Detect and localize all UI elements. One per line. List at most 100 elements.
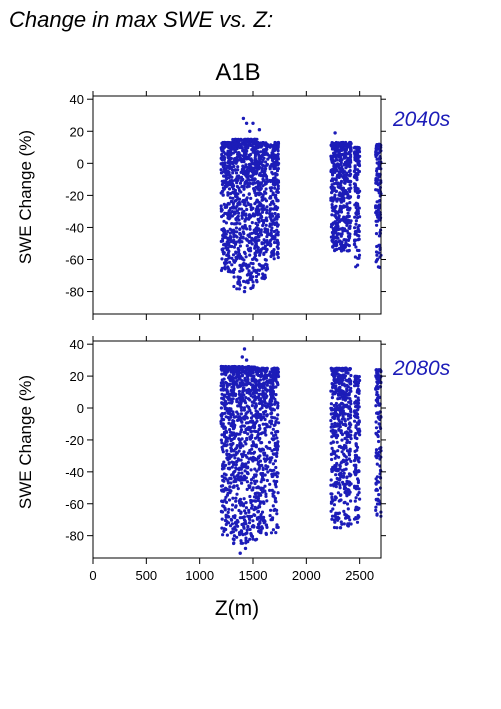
data-point	[272, 257, 276, 261]
data-point	[250, 144, 254, 148]
data-point	[235, 221, 239, 225]
data-point	[224, 473, 228, 477]
data-point	[356, 407, 360, 412]
data-point	[264, 492, 268, 496]
data-point	[276, 246, 280, 250]
data-point	[356, 228, 360, 232]
data-point	[333, 429, 337, 433]
data-point	[344, 446, 348, 450]
data-point	[347, 457, 351, 461]
data-point	[262, 457, 266, 461]
data-point	[269, 228, 273, 233]
data-point	[233, 393, 237, 398]
data-point	[272, 177, 276, 181]
data-point	[275, 207, 279, 212]
data-point	[234, 226, 238, 230]
data-point	[265, 379, 269, 383]
data-point	[247, 141, 251, 145]
data-point	[221, 422, 225, 426]
data-point	[344, 366, 348, 370]
data-point	[276, 167, 280, 171]
data-point	[246, 525, 250, 529]
data-point	[223, 230, 227, 234]
data-point	[235, 467, 239, 471]
data-point	[223, 265, 227, 270]
data-point	[342, 522, 346, 526]
data-point	[244, 170, 248, 174]
data-point	[245, 455, 249, 459]
data-point	[256, 223, 260, 227]
data-point	[258, 449, 262, 453]
scatter-points-2040s	[219, 116, 383, 294]
data-point	[377, 160, 381, 164]
y-tick-label: -60	[65, 497, 84, 512]
data-point	[332, 378, 336, 382]
data-point	[243, 509, 247, 513]
data-point	[345, 205, 349, 209]
data-point	[244, 165, 248, 169]
data-point	[331, 169, 335, 174]
data-point	[231, 137, 235, 142]
data-point	[335, 526, 339, 530]
data-point	[259, 154, 263, 158]
data-point	[230, 210, 234, 214]
data-point	[262, 501, 266, 505]
data-point	[333, 197, 337, 201]
data-point	[237, 367, 241, 371]
data-point	[339, 367, 343, 371]
data-point	[227, 498, 232, 502]
data-point	[238, 232, 243, 236]
data-point	[260, 242, 264, 246]
data-point	[263, 401, 267, 405]
data-point	[242, 289, 247, 294]
data-point	[234, 451, 238, 455]
data-point	[254, 378, 258, 382]
data-point	[354, 424, 358, 428]
data-point	[232, 222, 236, 226]
data-point	[251, 266, 255, 270]
data-point	[348, 440, 352, 444]
data-point	[256, 218, 261, 222]
data-point	[333, 214, 337, 218]
data-point	[348, 201, 352, 205]
data-point	[256, 142, 260, 146]
data-point	[271, 516, 275, 520]
data-point	[332, 403, 336, 408]
data-point	[341, 480, 345, 484]
data-point	[245, 465, 249, 469]
data-point	[356, 225, 360, 229]
data-point	[374, 426, 379, 430]
data-point	[266, 402, 270, 406]
data-point	[251, 524, 255, 528]
data-point	[330, 435, 334, 439]
data-point	[231, 503, 235, 507]
data-point	[255, 537, 259, 541]
data-point	[234, 251, 238, 255]
data-point	[257, 438, 261, 442]
data-point	[264, 258, 268, 262]
data-point	[261, 386, 265, 390]
data-point	[358, 433, 362, 437]
data-point	[228, 213, 232, 217]
data-point	[221, 484, 225, 488]
data-point	[272, 494, 276, 498]
data-point	[238, 283, 242, 287]
data-point	[227, 152, 231, 157]
data-point	[342, 509, 346, 513]
data-point	[348, 429, 352, 433]
data-point	[339, 232, 343, 236]
data-point	[264, 174, 269, 179]
data-point	[226, 510, 230, 514]
data-point	[265, 525, 269, 530]
data-point	[256, 506, 260, 510]
data-point	[263, 392, 268, 396]
data-point	[251, 384, 256, 388]
data-point	[226, 229, 230, 233]
data-point	[236, 168, 240, 172]
data-point	[233, 367, 237, 371]
data-point	[220, 499, 224, 503]
data-point	[239, 393, 243, 397]
data-point	[275, 475, 279, 479]
data-point	[264, 376, 269, 380]
data-point	[220, 433, 224, 437]
